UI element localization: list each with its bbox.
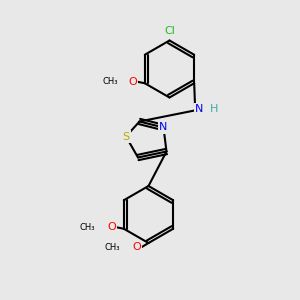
Text: N: N [195, 104, 204, 115]
Text: O: O [128, 77, 137, 87]
Text: Cl: Cl [164, 26, 175, 37]
Text: O: O [132, 242, 141, 253]
Text: CH₃: CH₃ [104, 243, 120, 252]
Text: O: O [107, 222, 116, 232]
Text: H: H [210, 104, 218, 115]
Text: N: N [159, 122, 168, 133]
Text: CH₃: CH₃ [102, 77, 118, 86]
Text: S: S [122, 131, 130, 142]
Text: CH₃: CH₃ [80, 223, 95, 232]
